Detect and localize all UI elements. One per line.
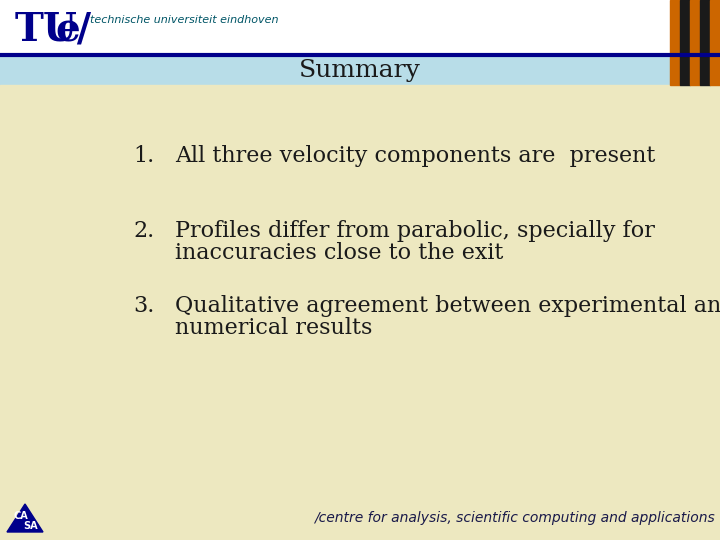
Text: Profiles differ from parabolic, specially for: Profiles differ from parabolic, speciall… [175, 220, 655, 242]
Bar [0, 55, 720, 85]
Text: 3.: 3. [134, 295, 155, 317]
Bar [700, 0, 710, 85]
Bar [670, 0, 680, 85]
Text: TU/: TU/ [15, 11, 92, 49]
Text: Summary: Summary [299, 58, 421, 82]
Text: e: e [55, 11, 80, 49]
Bar [0, 0, 720, 55]
Text: technische universiteit eindhoven: technische universiteit eindhoven [90, 15, 279, 25]
Text: All three velocity components are  present: All three velocity components are presen… [175, 145, 655, 167]
Text: 2.: 2. [134, 220, 155, 242]
Text: numerical results: numerical results [175, 317, 372, 339]
Text: Qualitative agreement between experimental and: Qualitative agreement between experiment… [175, 295, 720, 317]
Text: SA: SA [24, 521, 38, 531]
Bar [0, 495, 720, 540]
Polygon shape [7, 504, 43, 532]
Bar [690, 0, 700, 85]
Bar [680, 0, 690, 85]
Bar [710, 0, 720, 85]
Text: CA: CA [14, 511, 28, 521]
Bar [0, 85, 720, 540]
Text: inaccuracies close to the exit: inaccuracies close to the exit [175, 242, 503, 264]
Text: /centre for analysis, scientific computing and applications: /centre for analysis, scientific computi… [314, 511, 715, 525]
Text: 1.: 1. [134, 145, 155, 167]
